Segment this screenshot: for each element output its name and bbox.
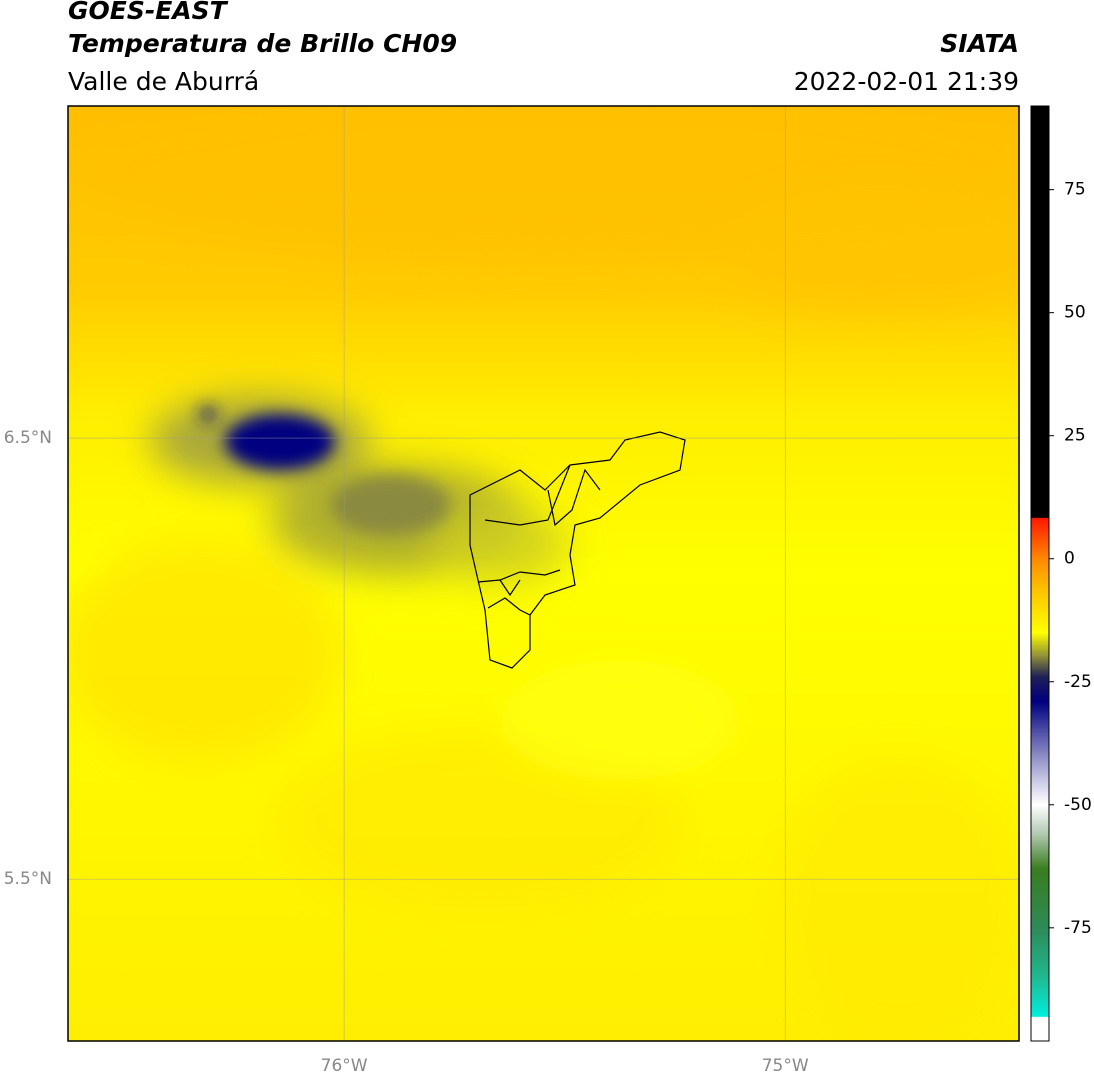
colorbar-tick-label: 0 bbox=[1064, 549, 1075, 569]
colorbar-tick-label: -50 bbox=[1064, 795, 1092, 815]
product: Temperatura de Brillo CH09 bbox=[68, 29, 457, 58]
graticule bbox=[68, 106, 1019, 1041]
y-tick-label: 5.5°N bbox=[4, 869, 52, 889]
datetime: 2022-02-01 21:39 bbox=[794, 67, 1019, 96]
municipal-boundaries bbox=[469, 431, 686, 669]
x-tick-label: 76°W bbox=[321, 1056, 368, 1076]
colorbar-tick-label: -75 bbox=[1064, 918, 1092, 938]
field-patches bbox=[68, 106, 1019, 1040]
colorbar-tick-label: 75 bbox=[1064, 180, 1086, 200]
colorbar-tick-label: 25 bbox=[1064, 426, 1086, 446]
colorbar bbox=[1030, 105, 1050, 1042]
x-tick-label: 75°W bbox=[762, 1056, 809, 1076]
region: Valle de Aburrá bbox=[68, 67, 259, 96]
colorbar-tick-label: -25 bbox=[1064, 672, 1092, 692]
source: SIATA bbox=[940, 29, 1019, 58]
map-field bbox=[68, 106, 1019, 1041]
cold-cloud bbox=[199, 407, 450, 535]
map-frame bbox=[67, 105, 1020, 1042]
title: GOES-EAST bbox=[68, 0, 229, 25]
colorbar-tick-label: 50 bbox=[1064, 303, 1086, 323]
y-tick-label: 6.5°N bbox=[4, 428, 52, 448]
